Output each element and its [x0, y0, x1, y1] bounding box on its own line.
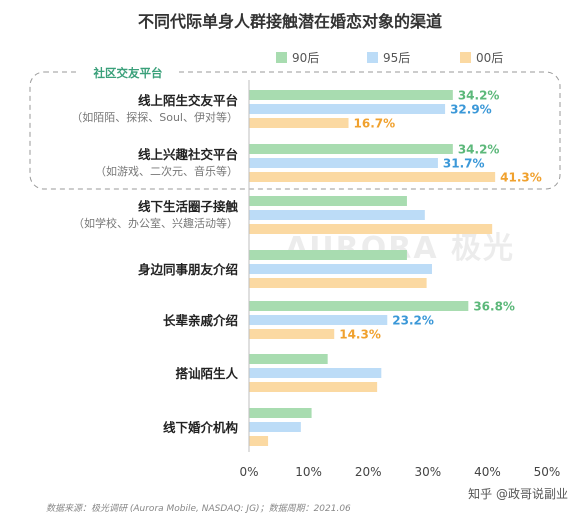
category-label-0: 线上陌生交友平台 [138, 93, 238, 108]
bar-3-2 [249, 278, 427, 288]
category-sublabel-0: （如陌陌、探探、Soul、伊对等） [71, 110, 238, 124]
category-label-2: 线下生活圈子接触 [138, 199, 239, 214]
legend-label-0: 90后 [292, 51, 319, 65]
x-tick-0: 0% [239, 465, 258, 479]
bar-3-0 [249, 250, 407, 260]
x-tick-3: 30% [414, 465, 441, 479]
x-tick-2: 20% [355, 465, 382, 479]
category-label-3: 身边同事朋友介绍 [138, 262, 238, 277]
x-tick-1: 10% [295, 465, 322, 479]
group-label: 社区交友平台 [93, 66, 163, 80]
data-label-4-2: 14.3% [339, 328, 381, 342]
data-label-1-1: 31.7% [443, 157, 485, 171]
bar-4-0 [249, 301, 469, 311]
watermark: AURORA 极光 [285, 231, 515, 266]
category-label-5: 搭讪陌生人 [175, 366, 238, 381]
x-axis-ticks: 0% 10% 20% 30% 40% 50% [239, 465, 560, 479]
bar-6-0 [249, 408, 312, 418]
x-tick-4: 40% [474, 465, 501, 479]
bar-0-0 [249, 90, 453, 100]
data-label-4-0: 36.8% [473, 300, 515, 314]
data-label-1-2: 41.3% [500, 171, 542, 185]
legend-label-1: 95后 [383, 51, 410, 65]
bar-3-1 [249, 264, 432, 274]
legend-label-2: 00后 [476, 51, 503, 65]
bar-2-2 [249, 224, 493, 234]
bar-0-1 [249, 104, 446, 114]
bar-5-1 [249, 368, 382, 378]
category-labels: 线上陌生交友平台 （如陌陌、探探、Soul、伊对等） 线上兴趣社交平台 （如游戏、二次… [71, 93, 238, 435]
group-label-backdrop [78, 64, 178, 80]
bars: 34.2%32.9%16.7%34.2%31.7%41.3%36.8%23.2%… [249, 89, 542, 446]
bar-2-1 [249, 210, 425, 220]
data-source: 数据来源：极光调研 (Aurora Mobile, NASDAQ: JG)；数据… [46, 503, 351, 514]
data-label-0-0: 34.2% [458, 89, 500, 103]
bar-6-2 [249, 436, 269, 446]
bar-4-1 [249, 315, 388, 325]
legend-swatch-1 [367, 52, 378, 63]
bar-5-0 [249, 354, 328, 364]
legend-swatch-2 [460, 52, 471, 63]
legend-swatch-0 [276, 52, 287, 63]
legend: 90后 95后 00后 [276, 51, 503, 65]
bar-5-2 [249, 382, 378, 392]
data-label-1-0: 34.2% [458, 143, 500, 157]
category-sublabel-2: （如学校、办公室、兴趣活动等） [73, 216, 238, 230]
category-sublabel-1: （如游戏、二次元、音乐等） [95, 164, 238, 178]
data-label-4-1: 23.2% [392, 314, 434, 328]
bar-4-2 [249, 329, 335, 339]
category-label-4: 长辈亲戚介绍 [163, 313, 238, 328]
zhihu-credit: 知乎 @政哥说副业 [468, 486, 568, 501]
bar-1-0 [249, 144, 453, 154]
bar-1-1 [249, 158, 438, 168]
bar-0-2 [249, 118, 349, 128]
category-label-6: 线下婚介机构 [163, 420, 238, 435]
x-tick-5: 50% [534, 465, 561, 479]
bar-6-1 [249, 422, 301, 432]
bar-2-0 [249, 196, 407, 206]
category-label-1: 线上兴趣社交平台 [138, 147, 238, 162]
data-label-0-2: 16.7% [354, 117, 396, 131]
chart-title: 不同代际单身人群接触潜在婚恋对象的渠道 [138, 12, 442, 31]
social-platform-group-box [29, 71, 561, 190]
data-label-0-1: 32.9% [450, 103, 492, 117]
bar-1-2 [249, 172, 496, 182]
